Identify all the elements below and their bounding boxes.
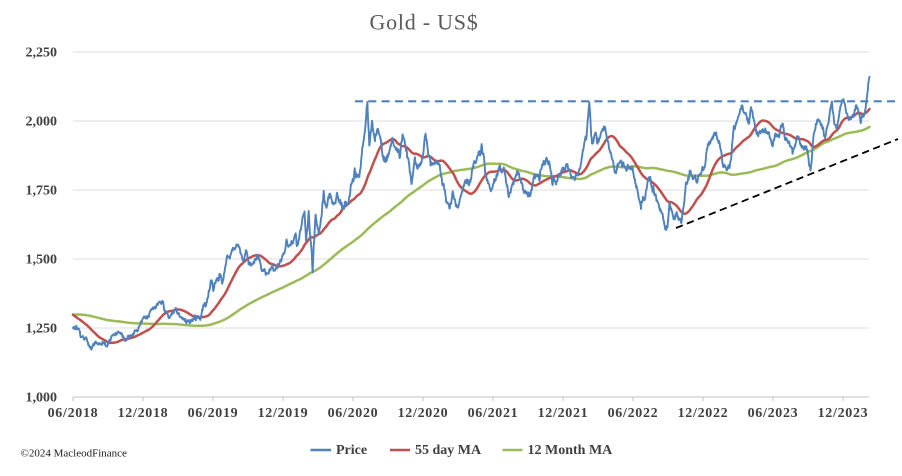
svg-text:1,500: 1,500 [26, 253, 58, 268]
svg-text:06/2020: 06/2020 [328, 406, 379, 421]
svg-text:12/2019: 12/2019 [258, 406, 309, 421]
svg-text:06/2023: 06/2023 [748, 406, 799, 421]
svg-text:06/2018: 06/2018 [48, 406, 99, 421]
svg-text:1,000: 1,000 [26, 391, 58, 406]
svg-text:2,000: 2,000 [26, 115, 58, 130]
svg-text:06/2021: 06/2021 [468, 406, 519, 421]
svg-text:Gold - US$: Gold - US$ [370, 10, 479, 35]
svg-text:12/2021: 12/2021 [538, 406, 589, 421]
svg-text:12 Month MA: 12 Month MA [528, 443, 614, 458]
svg-text:12/2018: 12/2018 [118, 406, 169, 421]
svg-text:1,250: 1,250 [26, 322, 58, 337]
svg-text:12/2020: 12/2020 [398, 406, 449, 421]
svg-text:2,250: 2,250 [26, 46, 58, 61]
svg-text:©2024 MacleodFinance: ©2024 MacleodFinance [21, 448, 128, 460]
svg-text:Price: Price [336, 443, 367, 458]
svg-text:12/2022: 12/2022 [678, 406, 729, 421]
svg-text:06/2019: 06/2019 [188, 406, 239, 421]
svg-text:1,750: 1,750 [26, 184, 58, 199]
svg-text:12/2023: 12/2023 [818, 406, 869, 421]
svg-text:55 day MA: 55 day MA [415, 443, 482, 458]
svg-text:06/2022: 06/2022 [608, 406, 659, 421]
